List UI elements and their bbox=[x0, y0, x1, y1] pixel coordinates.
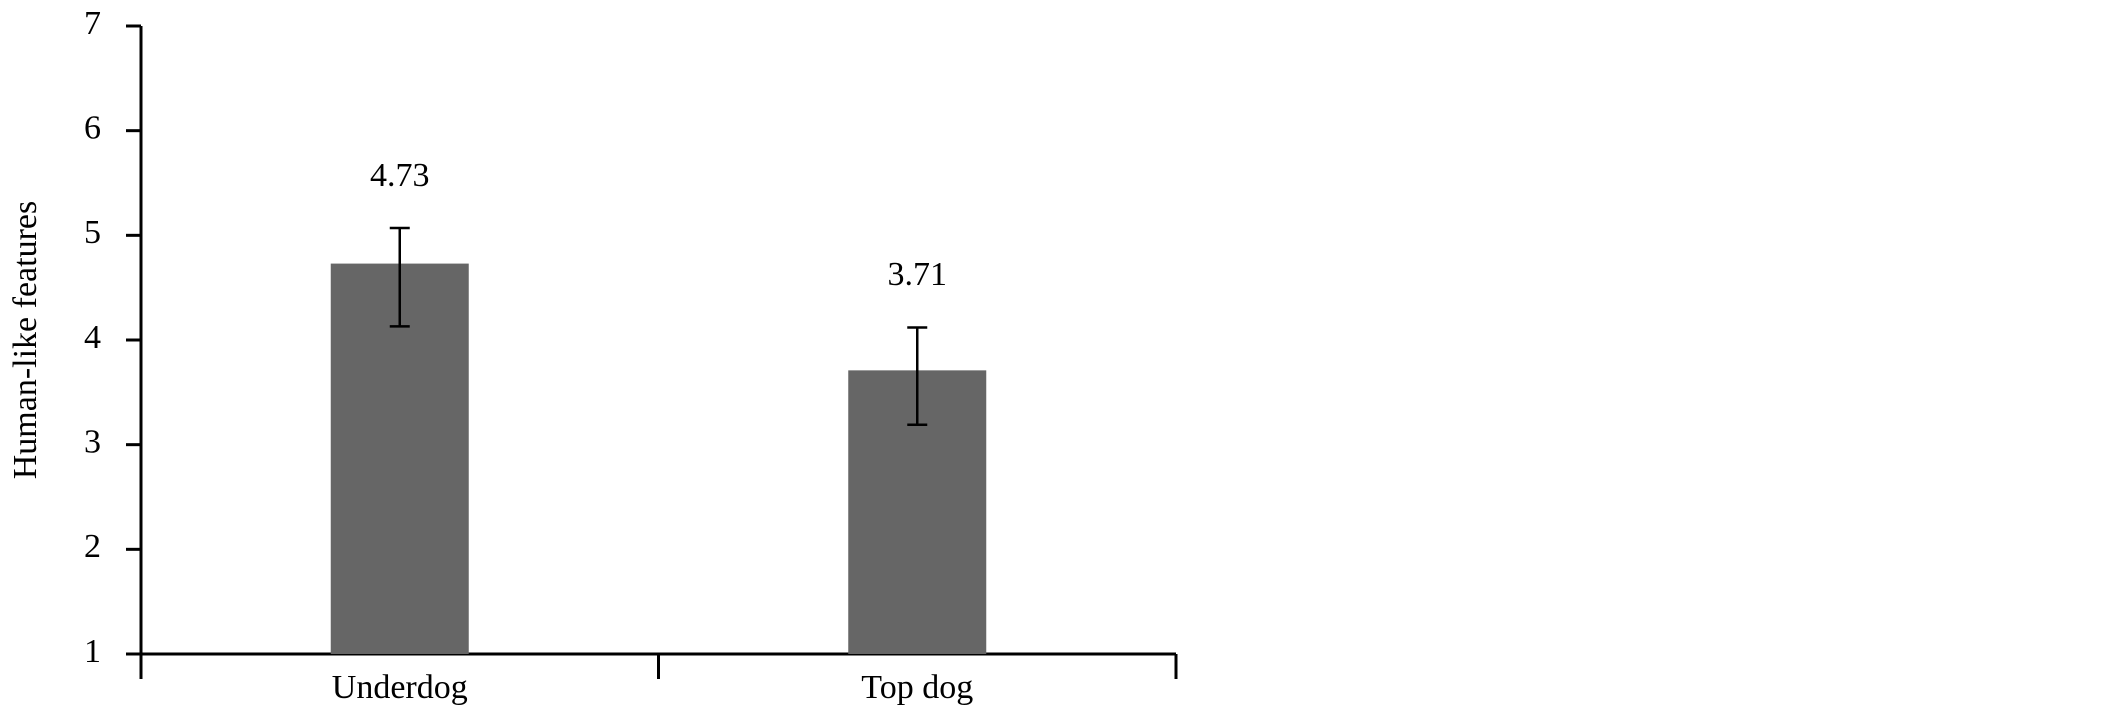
y-tick-label: 3 bbox=[84, 423, 101, 460]
x-tick-label: Top dog bbox=[861, 669, 973, 706]
y-axis-label: Human-like features bbox=[7, 201, 44, 480]
y-tick-label: 5 bbox=[84, 214, 101, 251]
value-label: 4.73 bbox=[370, 157, 430, 194]
bar bbox=[330, 263, 469, 654]
y-tick-label: 7 bbox=[84, 5, 101, 42]
y-tick-label: 1 bbox=[84, 633, 101, 670]
error-bar bbox=[389, 226, 410, 328]
y-tick-label: 4 bbox=[84, 319, 101, 356]
y-tick-label: 6 bbox=[84, 109, 101, 146]
error-bar bbox=[907, 326, 928, 427]
value-label: 3.71 bbox=[888, 256, 948, 293]
x-tick-label: Underdog bbox=[332, 669, 468, 706]
y-tick-label: 2 bbox=[84, 528, 101, 565]
